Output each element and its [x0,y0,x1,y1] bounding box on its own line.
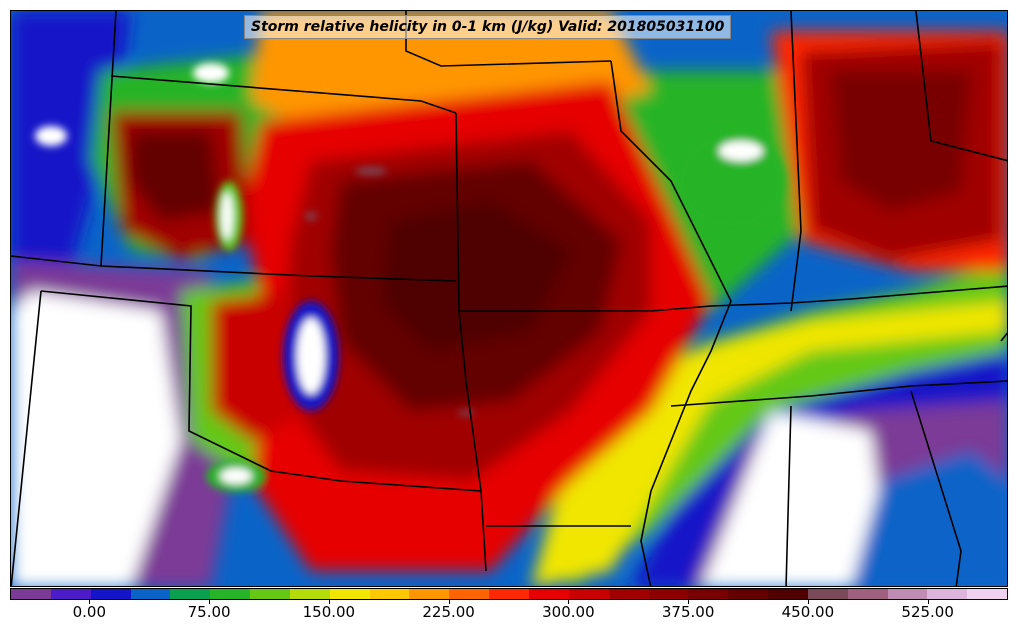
colorbar-segment [768,589,808,599]
colorbar-segment [50,589,91,599]
colorbar-tick-label: 150.00 [302,603,356,621]
helicity-field [11,11,1007,586]
colorbar-segment [449,589,490,599]
colorbar-tick-label: 450.00 [781,603,835,621]
colorbar-segment [210,589,251,599]
colorbar-tick-mark [328,600,330,604]
colorbar-tick-label: 525.00 [901,603,954,621]
colorbar-segment [528,589,569,599]
colorbar-segment [648,589,689,599]
colorbar-segment [927,589,968,599]
colorbar-segment [409,589,450,599]
colorbar-segment [568,589,609,599]
colorbar-ticks: 0.00 75.00 150.00 225.00 300.00 375.00 450.00 5… [10,600,1008,630]
colorbar-segment [489,589,529,599]
colorbar-segment [967,589,1008,599]
map-title: Storm relative helicity in 0-1 km (J/kg)… [244,15,732,39]
colorbar-segment [130,589,171,599]
colorbar-tick-mark [807,600,809,604]
colorbar-tick-label: 225.00 [422,603,475,621]
colorbar-tick-label: 0.00 [72,603,107,621]
colorbar-segment [170,589,211,599]
colorbar-segment [847,589,888,599]
colorbar-segment [728,589,769,599]
colorbar-segment [688,589,729,599]
fine-features [35,63,786,492]
map-panel [10,10,1008,587]
colorbar-segment [807,589,848,599]
colorbar-tick-mark [568,600,570,604]
colorbar-tick-mark [448,600,450,604]
colorbar-tick-label: 75.00 [187,603,231,621]
colorbar-segment [250,589,290,599]
colorbar-segment [887,589,928,599]
colorbar-tick-label: 300.00 [542,603,595,621]
colorbar-segment [90,589,131,599]
colorbar-segment [369,589,410,599]
colorbar-segment [608,589,649,599]
helicity-map [11,11,1007,586]
colorbar-tick-mark [688,600,690,604]
colorbar-tick-mark [209,600,211,604]
colorbar-segment [11,589,51,599]
colorbar-tick-mark [89,600,91,604]
colorbar-tick-label: 375.00 [661,603,715,621]
colorbar-tick-mark [927,600,929,604]
colorbar-segment [289,589,330,599]
colorbar-segment [329,589,370,599]
state-boundaries [11,11,1007,586]
colorbar [10,588,1008,600]
